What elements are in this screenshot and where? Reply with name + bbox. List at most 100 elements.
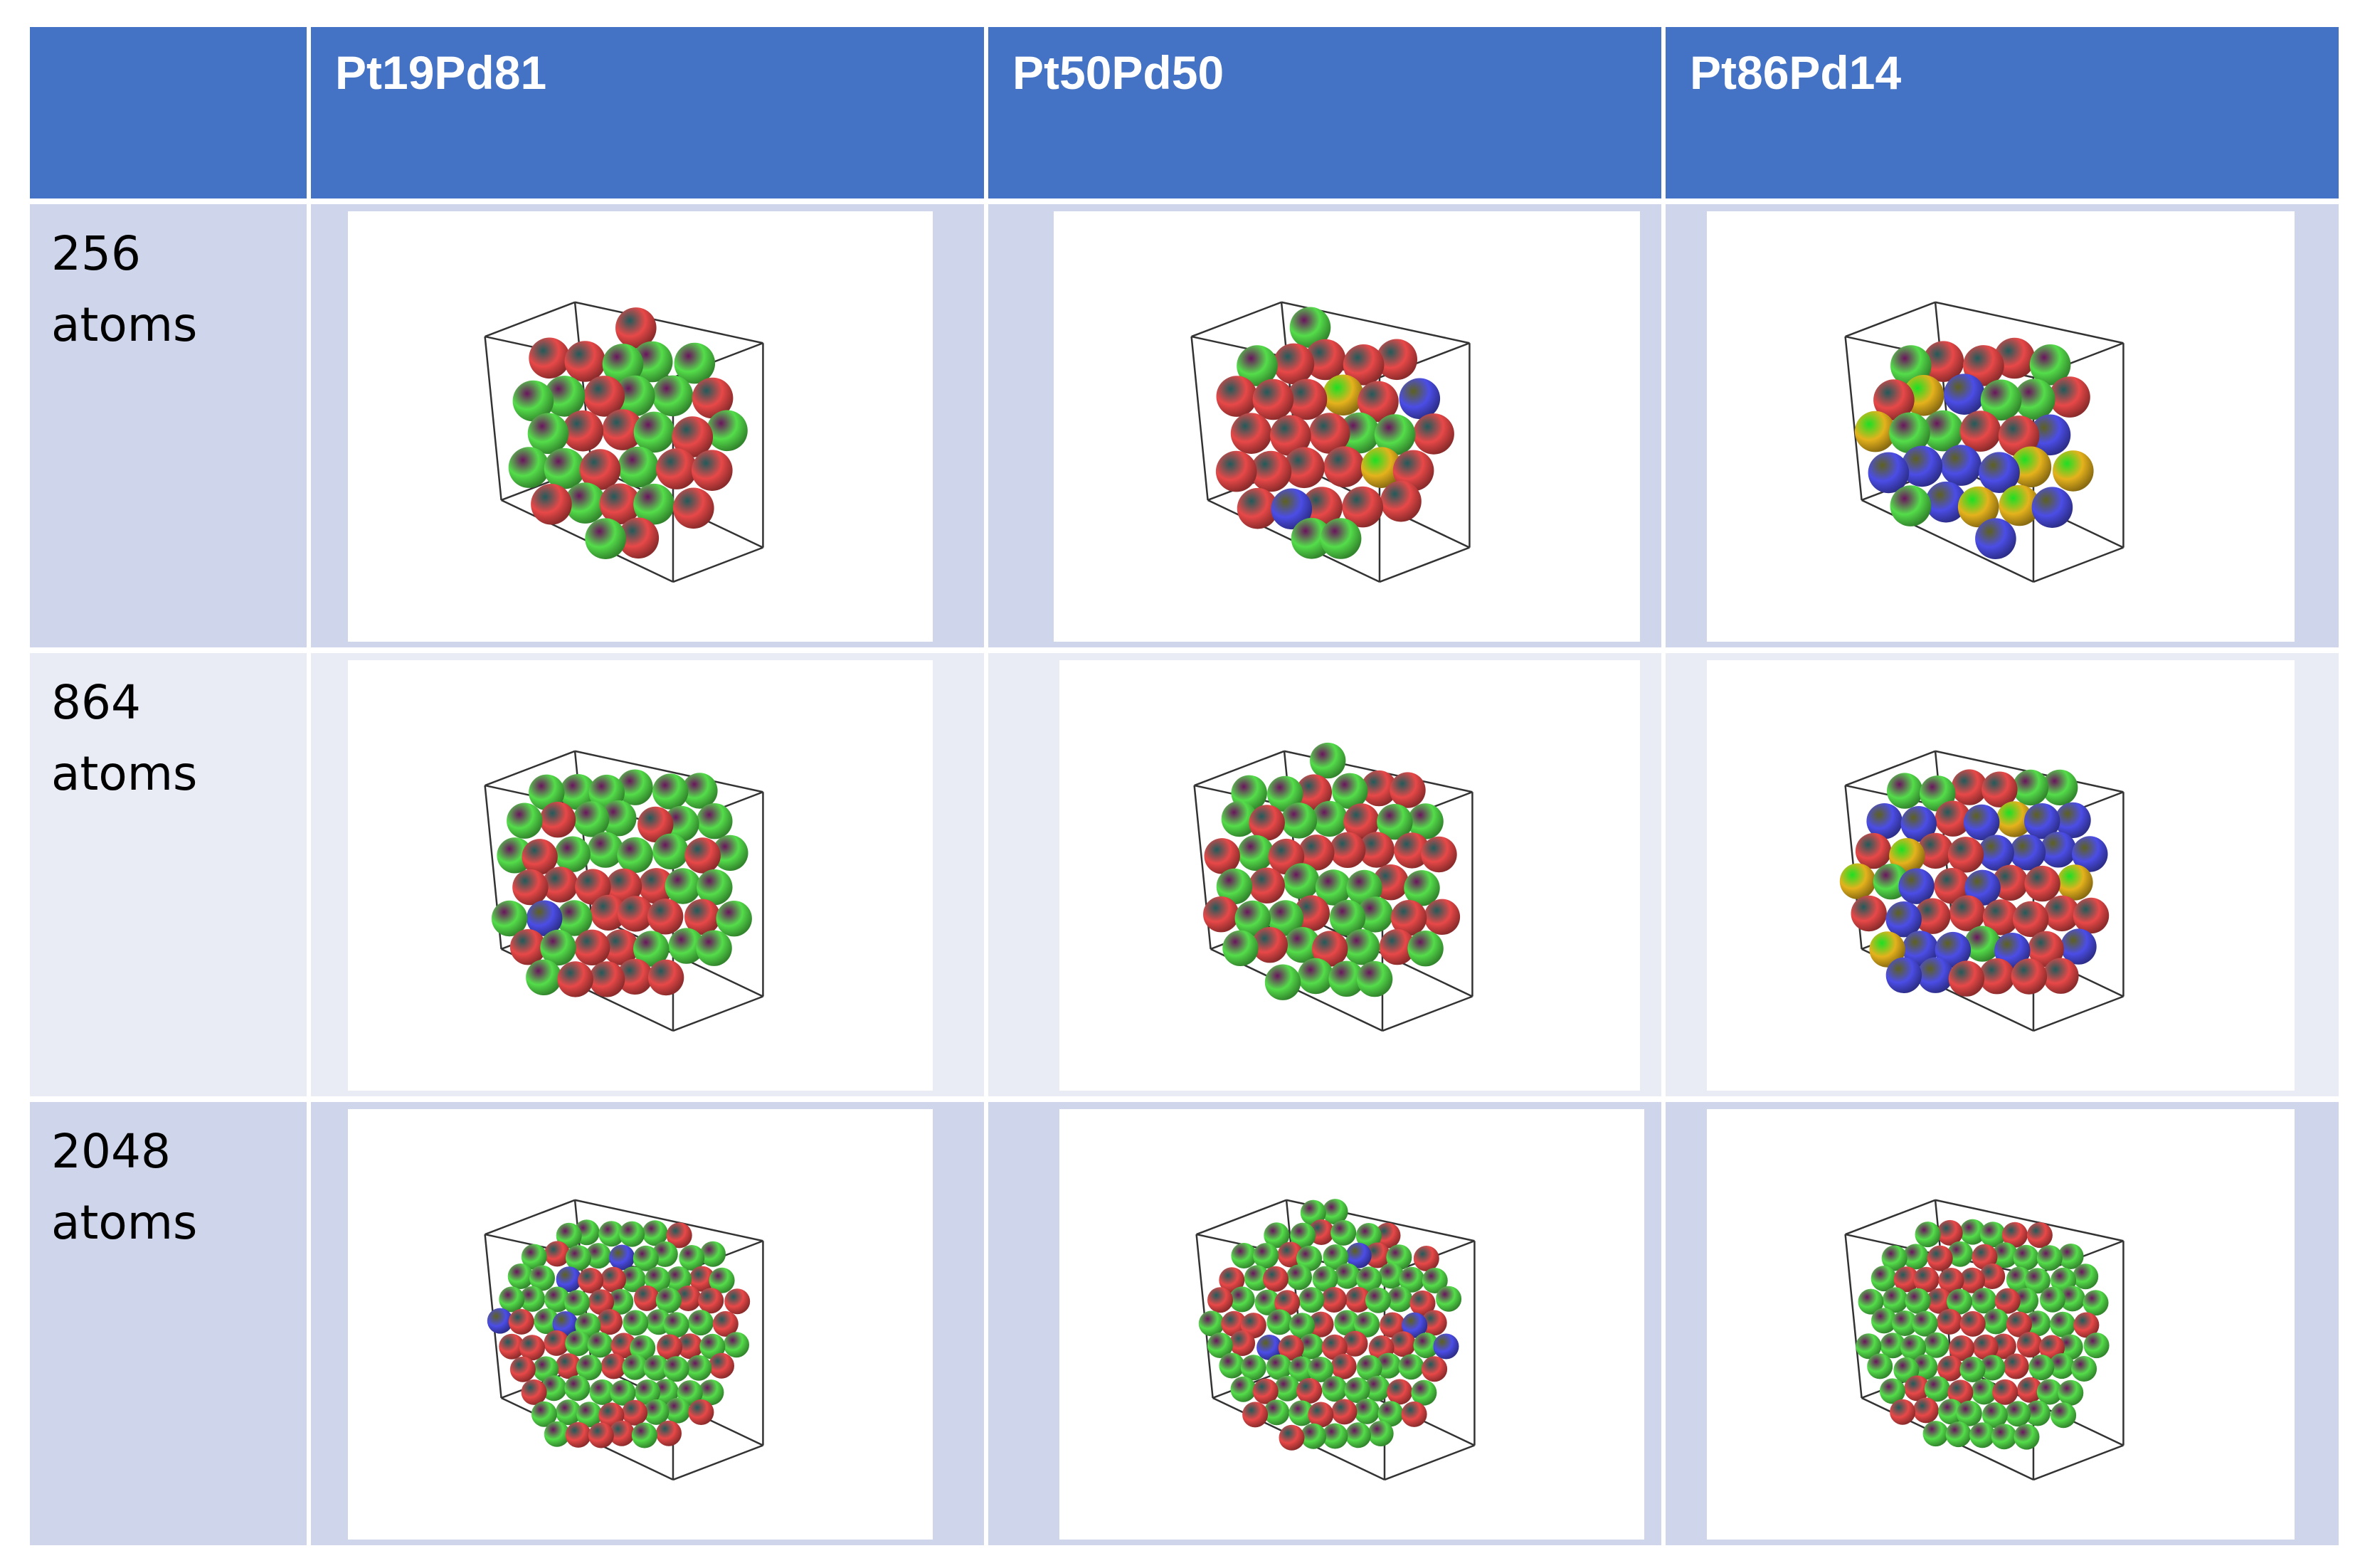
atom: [1296, 1378, 1323, 1404]
atom: [696, 930, 732, 966]
atom: [576, 1402, 603, 1428]
atom: [622, 1354, 648, 1380]
atom: [1387, 1286, 1413, 1313]
atom: [578, 1268, 604, 1293]
atom: [1969, 1422, 1996, 1448]
atom: [1323, 446, 1365, 487]
row-header: 2048 atoms: [30, 1102, 307, 1545]
atom: [1991, 1424, 2017, 1450]
atom: [1390, 900, 1427, 936]
atom: [1858, 1288, 1884, 1315]
atom: [2051, 1402, 2077, 1429]
atom: [600, 1266, 626, 1293]
atom: [522, 839, 558, 875]
atom: [2026, 1222, 2053, 1249]
cube-edge: [1384, 1444, 1475, 1481]
atom: [508, 1308, 534, 1335]
column-header-label: Pt86Pd14: [1690, 46, 1902, 99]
atom: [556, 1266, 582, 1293]
atom: [2053, 450, 2094, 492]
cluster-cell: [311, 653, 984, 1096]
atom: [2013, 901, 2049, 938]
atom: [687, 1310, 714, 1336]
atom: [1949, 1335, 1975, 1361]
atom: [1300, 1199, 1326, 1226]
atom: [2029, 414, 2071, 456]
atom: [540, 929, 576, 966]
cluster-cell: [1666, 204, 2339, 647]
atom: [1979, 1355, 2006, 1381]
atom: [1879, 1378, 1905, 1404]
atom: [1935, 800, 1972, 837]
atom: [564, 341, 606, 382]
atom: [619, 1221, 645, 1247]
atom: [575, 869, 611, 905]
atom: [539, 802, 576, 838]
nanocluster-table: Pt19Pd81 Pt50Pd50 Pt86Pd14 256 atoms 864…: [30, 27, 2339, 1545]
atom: [1915, 898, 1951, 934]
atom: [1956, 1400, 1982, 1426]
atom: [1284, 927, 1321, 963]
atom: [1409, 1290, 1436, 1316]
atom: [2011, 958, 2048, 995]
atom: [508, 447, 550, 488]
atom: [2024, 865, 2060, 902]
atom: [1975, 518, 2016, 559]
atom: [643, 1399, 670, 1425]
atom: [1980, 379, 2022, 421]
atom: [1286, 378, 1328, 420]
atom: [692, 450, 733, 491]
atom: [1279, 1424, 1305, 1451]
atom: [2024, 1268, 2051, 1294]
atom: [1264, 1399, 1290, 1426]
atom: [1278, 1335, 1304, 1361]
atom: [1338, 412, 1380, 454]
atom: [697, 869, 733, 906]
atom: [1399, 1266, 1425, 1293]
atom: [1242, 1402, 1269, 1428]
atom: [652, 833, 689, 869]
atom: [652, 375, 694, 417]
atom: [1301, 1423, 1327, 1449]
atom: [1291, 518, 1333, 559]
atom: [1298, 835, 1335, 871]
atom: [1345, 1286, 1371, 1313]
atom: [1994, 337, 2036, 379]
atom: [2024, 803, 2060, 839]
row-header-label: 864 atoms: [51, 675, 198, 801]
atom: [556, 1399, 581, 1426]
cube-edge: [1861, 499, 2034, 583]
atom: [1980, 1222, 2006, 1248]
atom: [2012, 769, 2049, 806]
atom: [544, 1330, 570, 1356]
atom: [1917, 832, 1954, 869]
atom: [686, 1355, 712, 1381]
atom: [1281, 802, 1318, 839]
atom: [1301, 487, 1343, 528]
atom: [1375, 1222, 1401, 1249]
atom: [1367, 1421, 1394, 1446]
atom: [557, 961, 593, 997]
atom: [1959, 1357, 1986, 1382]
atom: [1404, 870, 1440, 906]
atom: [1249, 805, 1285, 841]
atom: [684, 899, 721, 935]
atom: [1380, 1312, 1406, 1338]
atom: [1311, 800, 1348, 837]
atom: [2072, 836, 2108, 872]
atom: [1345, 1422, 1371, 1448]
atom: [1334, 1310, 1360, 1336]
atom: [1402, 1312, 1428, 1338]
atom: [512, 869, 549, 906]
atom: [597, 1309, 623, 1335]
atom: [620, 1266, 646, 1293]
cluster-cell: [988, 653, 1661, 1096]
atom: [1198, 1310, 1224, 1337]
atom: [2083, 1290, 2109, 1316]
atom: [1312, 931, 1348, 967]
atom: [499, 1333, 525, 1360]
atom: [707, 410, 748, 452]
row-header-label: 2048 atoms: [51, 1124, 198, 1250]
atom: [1994, 1288, 2021, 1314]
atom: [1413, 413, 1454, 455]
